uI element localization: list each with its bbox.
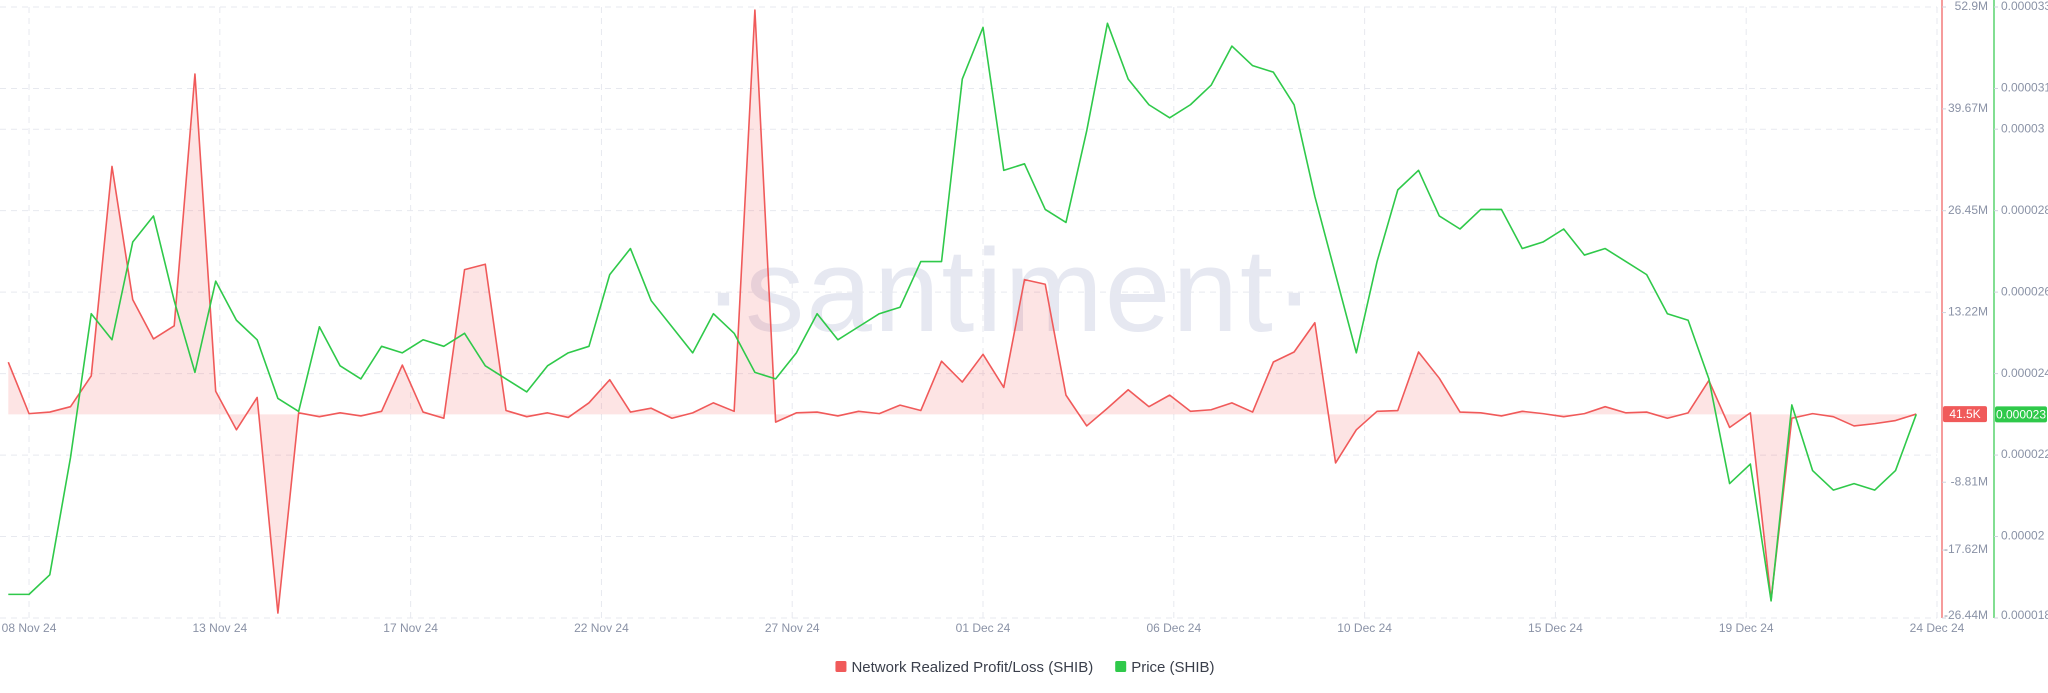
value-badge <box>1995 406 2047 423</box>
y2-tick-label: 0.000024 <box>2001 366 2048 380</box>
x-tick-label: 27 Nov 24 <box>765 621 820 635</box>
y-tick-label: -17.62M <box>1944 542 1988 556</box>
y2-tick-label: 0.000026 <box>2001 284 2048 298</box>
x-tick-label: 24 Dec 24 <box>1910 621 1965 635</box>
value-badge-label: 41.5K <box>1949 407 1980 421</box>
legend-swatch <box>835 661 847 672</box>
value-badge <box>1943 406 1987 423</box>
x-tick-label: 22 Nov 24 <box>574 621 629 635</box>
x-tick-label: 15 Dec 24 <box>1528 621 1583 635</box>
y2-tick-label: 0.00003 <box>2001 121 2045 135</box>
y-tick-label: 26.45M <box>1948 203 1988 217</box>
watermark: ·santiment· <box>704 225 1316 357</box>
value-badge-label: 0.000023 <box>1996 408 2046 422</box>
y-tick-label: 52.9M <box>1955 0 1988 13</box>
x-tick-label: 10 Dec 24 <box>1337 621 1392 635</box>
x-tick-label: 17 Nov 24 <box>383 621 438 635</box>
y2-tick-label: 0.000033 <box>2001 0 2048 13</box>
y-tick-label: 13.22M <box>1948 305 1988 319</box>
line <box>8 22 1918 602</box>
y2-tick-label: 0.000022 <box>2001 447 2048 461</box>
x-tick-label: 01 Dec 24 <box>956 621 1011 635</box>
x-tick-label: 08 Nov 24 <box>2 621 57 635</box>
y-tick-label: 39.67M <box>1948 101 1988 115</box>
y2-tick-label: 0.000018 <box>2001 608 2048 622</box>
y2-tick-label: 0.000028 <box>2001 203 2048 217</box>
y2-tick-label: 0.00002 <box>2001 529 2045 543</box>
y2-tick-label: 0.000031 <box>2001 81 2048 95</box>
legend-label: Network Realized Profit/Loss (SHIB) <box>851 659 1093 676</box>
legend-label: Price (SHIB) <box>1131 659 1214 676</box>
y-tick-label: -8.81M <box>1951 474 1988 488</box>
x-tick-label: 13 Nov 24 <box>192 621 247 635</box>
x-tick-label: 19 Dec 24 <box>1719 621 1774 635</box>
y-tick-label: -26.44M <box>1944 608 1988 622</box>
line <box>7 9 1917 614</box>
legend-swatch <box>1115 661 1127 672</box>
legend: Network Realized Profit/Loss (SHIB) Price… <box>835 659 1215 676</box>
x-tick-label: 06 Dec 24 <box>1146 621 1201 635</box>
